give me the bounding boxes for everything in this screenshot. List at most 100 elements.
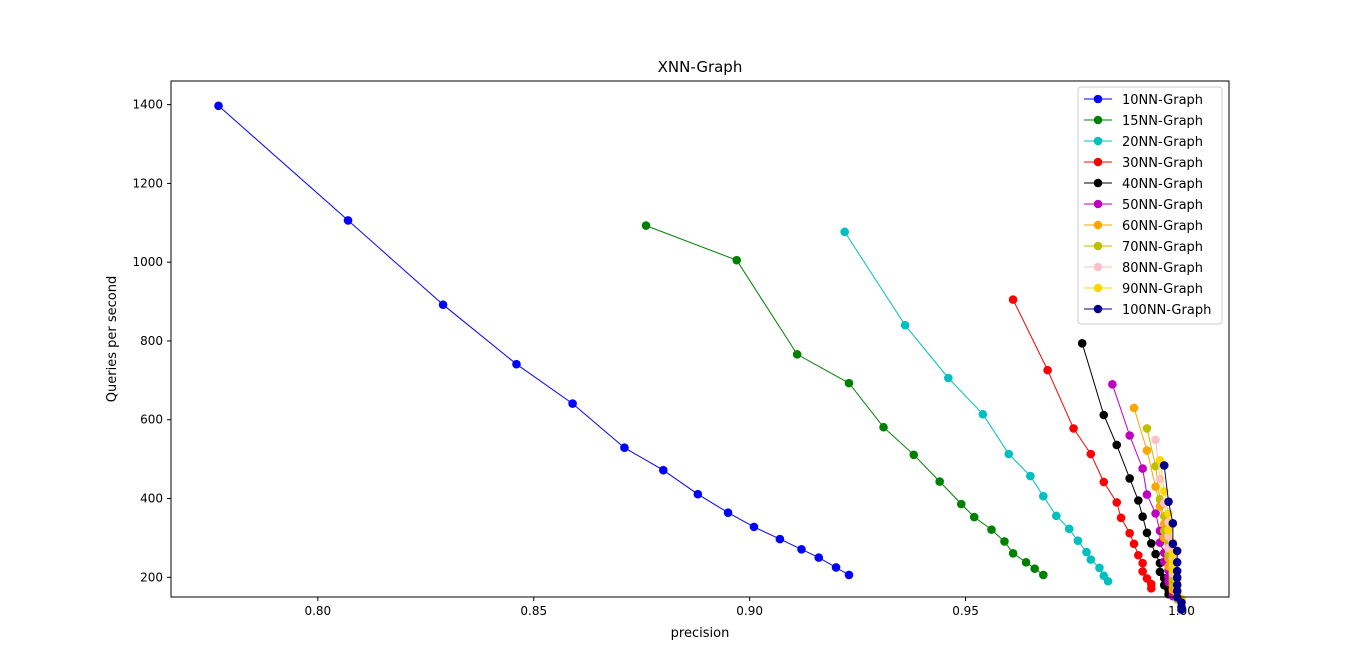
data-point-60nn-graph — [1129, 403, 1139, 413]
data-point-100nn-graph — [1177, 605, 1186, 614]
series-layer — [214, 101, 1186, 614]
data-point-40nn-graph — [1142, 528, 1152, 538]
series-10nn-graph — [214, 101, 854, 580]
data-point-15nn-graph — [879, 422, 888, 432]
data-point-20nn-graph — [1064, 524, 1074, 534]
x-axis: 0.800.850.900.951.00 — [304, 597, 1195, 618]
x-tick-label: 0.80 — [304, 604, 331, 618]
legend-marker — [1093, 283, 1103, 293]
y-tick-label: 1000 — [132, 255, 163, 269]
data-point-40nn-graph — [1146, 539, 1156, 548]
data-point-15nn-graph — [969, 512, 979, 522]
data-point-30nn-graph — [1008, 295, 1018, 304]
legend-label: 100NN-Graph — [1122, 303, 1211, 318]
data-point-15nn-graph — [987, 525, 996, 534]
data-point-60nn-graph — [1142, 446, 1152, 455]
legend-label: 90NN-Graph — [1122, 282, 1203, 297]
data-point-10nn-graph — [749, 522, 759, 532]
legend-marker — [1093, 241, 1103, 251]
axes-frame — [170, 80, 1230, 598]
data-point-15nn-graph — [792, 350, 802, 359]
data-point-50nn-graph — [1142, 490, 1152, 499]
data-point-20nn-graph — [900, 320, 910, 330]
data-point-50nn-graph — [1138, 464, 1147, 473]
data-point-15nn-graph — [641, 221, 651, 230]
data-point-70nn-graph — [1151, 461, 1160, 471]
x-tick-label: 0.85 — [520, 604, 547, 618]
data-point-30nn-graph — [1116, 513, 1126, 523]
data-point-100nn-graph — [1172, 586, 1182, 596]
series-15nn-graph — [641, 221, 1048, 580]
data-point-10nn-graph — [814, 553, 824, 562]
data-point-15nn-graph — [844, 378, 854, 388]
data-point-40nn-graph — [1099, 410, 1109, 420]
data-point-10nn-graph — [568, 399, 577, 408]
data-point-20nn-graph — [1095, 563, 1104, 573]
legend-label: 30NN-Graph — [1122, 156, 1203, 171]
data-point-10nn-graph — [343, 216, 353, 225]
data-point-30nn-graph — [1138, 558, 1147, 568]
data-point-10nn-graph — [214, 101, 223, 111]
data-point-30nn-graph — [1129, 539, 1139, 549]
data-point-20nn-graph — [978, 409, 988, 419]
legend: 10NN-Graph 15NN-Graph 20NN-Graph 30NN-Graph… — [1077, 86, 1223, 325]
data-point-15nn-graph — [1008, 548, 1018, 558]
data-point-15nn-graph — [909, 450, 919, 460]
legend-item: 60NN-Graph — [1084, 219, 1203, 234]
data-point-20nn-graph — [1004, 449, 1014, 459]
data-point-10nn-graph — [658, 465, 668, 475]
data-point-100nn-graph — [1172, 558, 1182, 567]
data-point-40nn-graph — [1077, 339, 1087, 348]
legend-marker — [1093, 178, 1103, 188]
legend-marker — [1093, 304, 1103, 314]
y-tick-label: 800 — [140, 334, 163, 348]
legend-item: 40NN-Graph — [1084, 177, 1203, 192]
legend-label: 80NN-Graph — [1122, 261, 1203, 276]
data-point-90nn-graph — [1164, 525, 1173, 535]
data-point-15nn-graph — [935, 477, 944, 486]
data-point-15nn-graph — [732, 255, 742, 265]
data-point-50nn-graph — [1151, 509, 1160, 518]
legend-item: 50NN-Graph — [1084, 198, 1203, 213]
data-point-20nn-graph — [1073, 536, 1083, 545]
legend-marker — [1093, 115, 1103, 125]
x-tick-label: 0.90 — [736, 604, 763, 618]
data-point-100nn-graph — [1172, 546, 1182, 556]
data-point-10nn-graph — [831, 563, 841, 572]
data-point-30nn-graph — [1146, 584, 1156, 593]
data-point-30nn-graph — [1125, 528, 1134, 538]
legend-marker — [1093, 94, 1103, 104]
legend-item: 70NN-Graph — [1084, 240, 1203, 255]
data-point-20nn-graph — [1086, 555, 1096, 564]
legend-label: 50NN-Graph — [1122, 198, 1203, 213]
data-point-40nn-graph — [1125, 474, 1134, 483]
y-tick-label: 1400 — [132, 98, 163, 112]
y-axis-label: Queries per second — [105, 276, 120, 402]
data-point-30nn-graph — [1043, 365, 1052, 375]
data-point-80nn-graph — [1164, 532, 1173, 541]
series-30nn-graph — [1008, 295, 1156, 593]
series-20nn-graph — [840, 227, 1113, 586]
data-point-100nn-graph — [1172, 580, 1182, 590]
data-point-40nn-graph — [1138, 512, 1147, 521]
data-point-40nn-graph — [1134, 496, 1143, 505]
legend-label: 15NN-Graph — [1122, 114, 1203, 129]
legend-item: 20NN-Graph — [1084, 135, 1203, 150]
data-point-10nn-graph — [723, 508, 733, 518]
data-point-100nn-graph — [1172, 573, 1182, 582]
data-point-80nn-graph — [1151, 435, 1160, 445]
series-100nn-graph — [1159, 461, 1186, 614]
data-point-20nn-graph — [944, 373, 953, 383]
y-tick-label: 600 — [140, 413, 163, 427]
data-point-40nn-graph — [1155, 567, 1165, 577]
data-point-50nn-graph — [1125, 431, 1134, 440]
legend-item: 100NN-Graph — [1084, 303, 1211, 318]
legend-item: 80NN-Graph — [1084, 261, 1203, 276]
data-point-15nn-graph — [1030, 564, 1039, 573]
data-point-30nn-graph — [1086, 449, 1096, 459]
data-point-30nn-graph — [1138, 567, 1147, 576]
legend-label: 70NN-Graph — [1122, 240, 1203, 255]
data-point-15nn-graph — [1000, 537, 1009, 546]
legend-marker — [1093, 136, 1103, 146]
legend-marker — [1093, 157, 1103, 167]
